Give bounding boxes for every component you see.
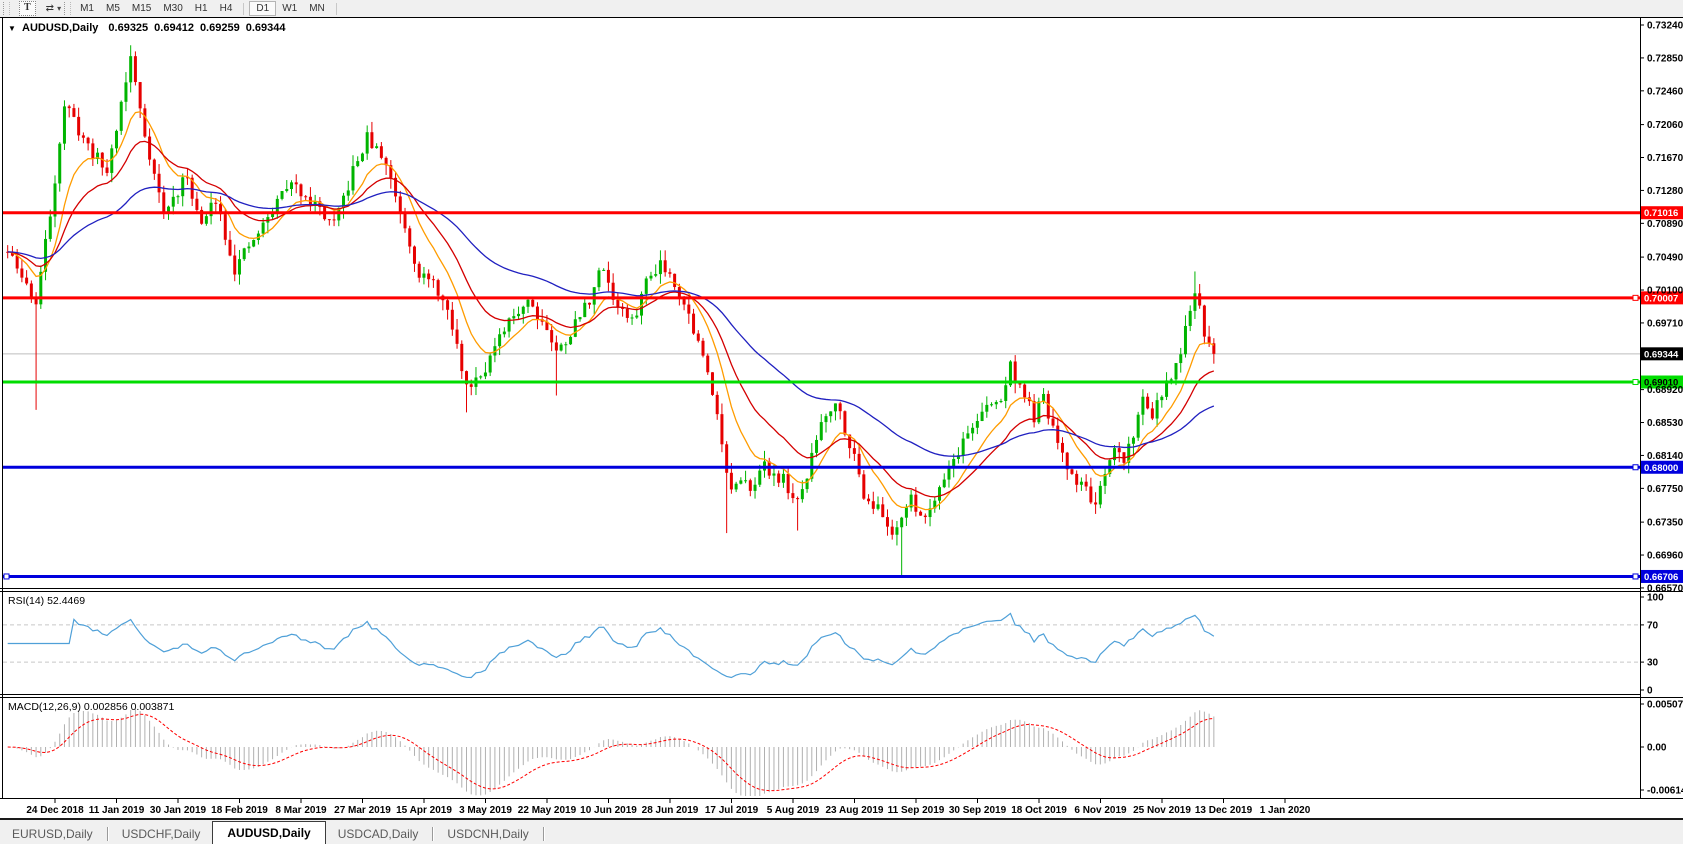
macd-signal-line bbox=[7, 713, 1214, 792]
date-label: 6 Nov 2019 bbox=[1074, 805, 1127, 816]
toolbar-separator bbox=[243, 2, 245, 15]
price-tick-label: 0.70890 bbox=[1647, 219, 1683, 230]
price-tick-label: 0.70100 bbox=[1647, 286, 1683, 297]
tab-eurusd[interactable]: EURUSD,Daily bbox=[12, 827, 93, 841]
date-label: 22 May 2019 bbox=[518, 805, 577, 816]
price-tick-label: 0.71670 bbox=[1647, 153, 1683, 164]
price-tick-label: 0.66960 bbox=[1647, 551, 1683, 562]
ma-fast bbox=[7, 111, 1215, 511]
ohlc-open: 0.69325 bbox=[108, 22, 148, 34]
timeframe-button-h4[interactable]: H4 bbox=[219, 3, 233, 14]
rsi-tick-label: 100 bbox=[1647, 593, 1664, 604]
date-label: 24 Dec 2018 bbox=[26, 805, 84, 816]
price-tick-label: 0.72460 bbox=[1647, 86, 1683, 97]
ma-slow bbox=[7, 186, 1215, 457]
price-tick-label: 0.67350 bbox=[1647, 518, 1683, 529]
timeframe-button-m1[interactable]: M1 bbox=[80, 3, 94, 14]
timeframe-button-m15[interactable]: M15 bbox=[131, 3, 152, 14]
date-label: 11 Sep 2019 bbox=[888, 805, 945, 816]
date-label: 23 Aug 2019 bbox=[826, 805, 884, 816]
timeframe-group: M1 M5 M15 M30 H1 H4 D1 W1 MN bbox=[74, 1, 331, 16]
date-label: 15 Apr 2019 bbox=[396, 805, 452, 816]
date-label: 11 Jan 2019 bbox=[89, 805, 145, 816]
tab-separator bbox=[432, 827, 434, 841]
ohlc-high: 0.69412 bbox=[154, 22, 194, 34]
chevron-down-icon[interactable]: ▾ bbox=[57, 4, 62, 13]
price-tick-label: 0.68140 bbox=[1647, 451, 1683, 462]
timeframe-button-mn[interactable]: MN bbox=[309, 3, 325, 14]
moving-averages-layer bbox=[7, 111, 1215, 511]
date-label: 18 Feb 2019 bbox=[211, 805, 268, 816]
date-label: 27 Mar 2019 bbox=[334, 805, 391, 816]
date-label: 28 Jun 2019 bbox=[642, 805, 699, 816]
hline-price-label: 0.68000 bbox=[1644, 463, 1678, 474]
date-label: 18 Oct 2019 bbox=[1011, 805, 1067, 816]
date-label: 17 Jul 2019 bbox=[705, 805, 759, 816]
date-label: 3 May 2019 bbox=[459, 805, 512, 816]
ohlc-close: 0.69344 bbox=[246, 22, 287, 34]
toolbar-grip[interactable] bbox=[3, 2, 10, 15]
date-label: 13 Dec 2019 bbox=[1195, 805, 1253, 816]
toolbar-grip[interactable] bbox=[64, 2, 72, 15]
price-tick-label: 0.71280 bbox=[1647, 186, 1683, 197]
tab-usdcad[interactable]: USDCAD,Daily bbox=[337, 827, 419, 841]
hline-price-label: 0.69010 bbox=[1644, 378, 1678, 389]
tab-audusd[interactable]: AUDUSD,Daily bbox=[212, 821, 326, 844]
price-tick-label: 0.66570 bbox=[1647, 583, 1683, 594]
price-tick-label: 0.72850 bbox=[1647, 53, 1683, 64]
timeframe-button-m30[interactable]: M30 bbox=[163, 3, 183, 14]
date-label: 25 Nov 2019 bbox=[1133, 805, 1191, 816]
cursor-tool-button[interactable]: ⇄ ▾ bbox=[46, 3, 61, 14]
rsi-line bbox=[7, 612, 1215, 679]
timeframe-button-h1[interactable]: H1 bbox=[194, 3, 208, 14]
date-label: 1 Jan 2020 bbox=[1260, 805, 1311, 816]
tab-usdcnh[interactable]: USDCNH,Daily bbox=[447, 827, 529, 841]
date-label: 8 Mar 2019 bbox=[275, 805, 327, 816]
price-tick-label: 0.67750 bbox=[1647, 484, 1683, 495]
macd-tick-label: 0.005076 bbox=[1647, 700, 1683, 711]
rsi-tick-label: 0 bbox=[1647, 686, 1653, 697]
price-tick-label: 0.69710 bbox=[1647, 318, 1683, 329]
symbol-dropdown-arrow[interactable]: ▼ bbox=[8, 24, 16, 33]
hlines-layer: 0.71016 0.70007 0.69010 0.68000 0.66706 bbox=[3, 206, 1683, 583]
rsi-tick-label: 30 bbox=[1647, 658, 1659, 669]
hline-price-label: 0.71016 bbox=[1644, 208, 1678, 219]
price-tick-label: 0.68530 bbox=[1647, 418, 1683, 429]
macd-indicator-label: MACD(12,26,9) 0.002856 0.003871 bbox=[8, 701, 175, 713]
date-label: 5 Aug 2019 bbox=[767, 805, 820, 816]
toolbar-separator bbox=[335, 2, 337, 15]
hline-price-label: 0.66706 bbox=[1644, 572, 1678, 583]
date-label: 30 Jan 2019 bbox=[150, 805, 207, 816]
current-price-label: 0.69344 bbox=[1644, 349, 1679, 360]
price-tick-label: 0.70490 bbox=[1647, 253, 1683, 264]
date-label: 10 Jun 2019 bbox=[580, 805, 637, 816]
hline-price-label: 0.70007 bbox=[1644, 293, 1678, 304]
tab-separator bbox=[542, 827, 544, 841]
timeframe-button-m5[interactable]: M5 bbox=[105, 3, 120, 14]
price-tick-label: 0.68920 bbox=[1647, 385, 1683, 396]
ohlc-low: 0.69259 bbox=[200, 22, 240, 34]
candles-layer bbox=[6, 45, 1216, 577]
timeframe-button-w1[interactable]: W1 bbox=[282, 3, 298, 14]
macd-tick-label: -0.006148 bbox=[1647, 786, 1683, 797]
macd-tick-label: 0.00 bbox=[1647, 743, 1667, 754]
rsi-tick-label: 70 bbox=[1647, 620, 1659, 631]
chart-title: AUDUSD,Daily 0.69325 0.69412 0.69259 0.69344 bbox=[22, 22, 286, 34]
tab-separator bbox=[106, 827, 108, 841]
rsi-indicator-label: RSI(14) 52.4469 bbox=[8, 595, 85, 607]
price-tick-label: 0.72060 bbox=[1647, 120, 1683, 131]
tab-usdchf[interactable]: USDCHF,Daily bbox=[121, 827, 201, 841]
text-tool-button[interactable]: T bbox=[19, 1, 36, 16]
macd-layer bbox=[7, 709, 1215, 796]
ma-medium bbox=[7, 140, 1215, 498]
date-label: 30 Sep 2019 bbox=[949, 805, 1007, 816]
price-tick-label: 0.73240 bbox=[1647, 21, 1683, 32]
toolbar: T ⇄ ▾ M1 M5 M15 M30 H1 H4 D1 W1 MN bbox=[0, 0, 1683, 17]
chart-tab-bar: EURUSD,Daily USDCHF,Daily AUDUSD,Daily USDC… bbox=[0, 818, 1683, 844]
timeframe-button-d1[interactable]: D1 bbox=[249, 1, 277, 16]
cursor-arrows-icon: ⇄ bbox=[45, 3, 55, 14]
